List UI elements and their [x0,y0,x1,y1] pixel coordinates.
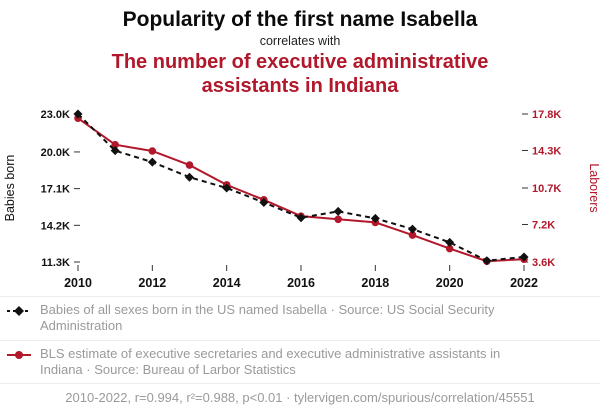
x-tick-label: 2022 [510,276,538,290]
circle-marker [334,215,342,224]
x-tick-label: 2010 [64,276,92,290]
diamond-marker [110,146,120,156]
right-tick-label: 14.3K [532,146,561,158]
red-circle-solid-line-icon [7,350,31,359]
black-diamond-dashed-line-icon [7,306,31,317]
correlates-with-label: correlates with [259,34,341,48]
diamond-marker [519,252,529,262]
x-tick-label: 2016 [287,276,315,290]
right-tick-label: 10.7K [532,183,561,195]
diamond-marker [333,207,343,217]
left-tick-label: 20.0K [41,147,70,159]
left-axis-title: Babies born [3,155,17,222]
x-tick-label: 2020 [436,276,464,290]
x-tick-label: 2018 [361,276,389,290]
right-axis-title: Laborers [587,164,600,213]
left-tick-label: 17.1K [41,184,70,196]
diamond-marker [185,172,194,182]
left-tick-label: 14.2K [41,221,70,233]
legend-item-label: BLS estimate of executive secretaries an… [40,345,501,377]
footer-stats: 2010-2022, r=0.994, r²=0.988, p<0.01 · t… [65,390,535,406]
right-tick-label: 7.2K [532,220,555,232]
diamond-marker [73,109,83,119]
diamond-marker [408,224,417,234]
circle-marker [111,141,119,149]
secondary-title: The number of executive administrative a… [111,51,489,97]
diamond-marker [445,238,455,248]
right-tick-label: 17.8K [532,109,561,121]
series-line [77,113,525,262]
left-tick-label: 23.0K [41,109,70,121]
x-tick-label: 2012 [138,276,166,290]
diamond-marker [370,214,380,224]
diamond-marker [222,183,232,193]
circle-marker [445,244,454,253]
series-line [77,117,525,263]
circle-marker [148,147,157,155]
legend-item-isabella: Babies of all sexes born in the US named… [0,297,600,341]
diamond-marker [482,256,492,266]
diamond-marker [259,198,269,208]
line-chart: 23.0K 20.0K 17.1K 14.2K 11.3K 17.8K 14.3K 10.7K… [3,109,600,290]
circle-marker [185,161,194,170]
diamond-marker [147,157,157,167]
x-tick-label: 2014 [213,276,241,290]
legend-item-label: Babies of all sexes born in the US named… [40,302,495,334]
left-tick-label: 11.3K [41,257,70,269]
page-title: Popularity of the first name Isabella [122,8,478,31]
circle-marker [408,231,417,240]
right-tick-label: 3.6K [532,257,555,269]
diamond-marker [296,213,306,223]
legend: Babies of all sexes born in the US named… [0,296,600,385]
legend-item-admin-assistants: BLS estimate of executive secretaries an… [0,341,600,385]
